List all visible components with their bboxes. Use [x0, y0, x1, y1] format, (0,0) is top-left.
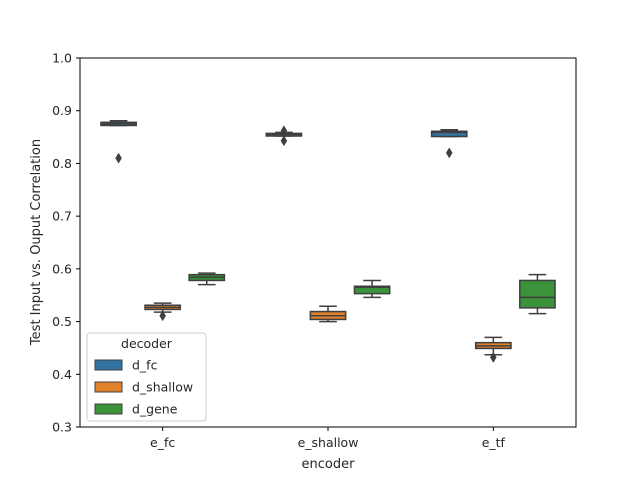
legend-title: decoder [121, 336, 173, 351]
y-tick-label: 0.5 [52, 314, 72, 329]
outlier-point [159, 310, 166, 322]
x-axis-label: encoder [302, 457, 356, 472]
legend-swatch [94, 403, 123, 415]
y-tick-label: 1.0 [52, 51, 72, 66]
x-tick-label: e_shallow [298, 435, 359, 450]
y-tick-label: 0.8 [52, 156, 72, 171]
box-d_fc-e_shallow [265, 125, 303, 147]
box-iqr [353, 285, 391, 295]
outlier-point [280, 135, 288, 147]
box-d_shallow-e_tf [474, 336, 512, 363]
y-tick-label: 0.7 [52, 209, 72, 224]
box-d_gene-e_tf [519, 273, 556, 315]
y-tick-label: 0.9 [52, 103, 72, 118]
legend-label: d_shallow [132, 380, 193, 395]
outlier-point [445, 147, 453, 159]
box-d_gene-e_shallow [353, 279, 391, 299]
outlier-point [280, 125, 288, 137]
outlier-point [490, 351, 497, 363]
legend: decoder d_fc d_shallow d_gene [86, 332, 207, 422]
box-iqr [430, 130, 468, 138]
legend-label: d_gene [132, 402, 178, 417]
box-iqr [519, 279, 556, 309]
legend-frame [86, 332, 207, 422]
plot-area: 0.3 0.4 0.5 0.6 0.7 0.8 0.9 1.0 e_fc e_shallow e_t… [52, 51, 577, 450]
legend-swatch [94, 359, 123, 371]
y-axis-label: Test Input vs. Ouput Correlation [29, 139, 44, 346]
y-tick-label: 0.6 [52, 261, 72, 276]
x-tick-label: e_fc [150, 435, 175, 450]
outlier-point [115, 152, 122, 164]
y-tick-label: 0.4 [52, 367, 72, 382]
box-d_fc-e_fc [100, 119, 137, 164]
legend-swatch [94, 381, 123, 393]
x-tick-label: e_tf [482, 435, 506, 450]
box-d_shallow-e_shallow [309, 305, 347, 323]
box-d_gene-e_fc [188, 272, 226, 286]
legend-label: d_fc [132, 358, 158, 373]
y-tick-label: 0.3 [52, 420, 72, 435]
box-d_fc-e_tf [430, 128, 468, 159]
box-d_shallow-e_fc [144, 302, 182, 322]
